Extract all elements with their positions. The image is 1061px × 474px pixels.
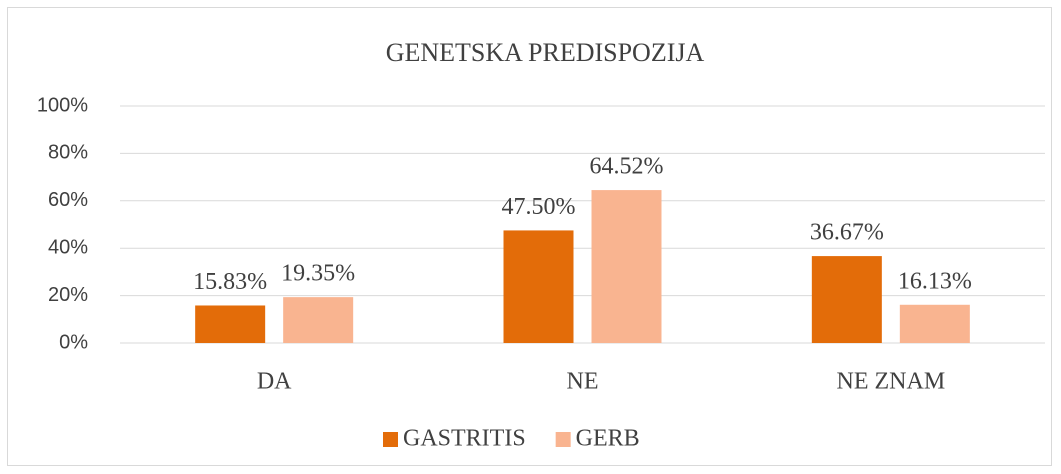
bar bbox=[503, 230, 574, 343]
y-tick-label: 0% bbox=[59, 331, 88, 353]
legend-label: GASTRITIS bbox=[403, 426, 526, 452]
y-tick-label: 20% bbox=[48, 284, 88, 306]
legend-label: GERB bbox=[576, 426, 640, 452]
bar bbox=[899, 304, 970, 343]
bar bbox=[591, 190, 662, 343]
data-label: 15.83% bbox=[193, 269, 267, 295]
y-tick-label: 60% bbox=[48, 189, 88, 211]
x-tick-label: NE bbox=[567, 369, 599, 395]
x-tick-label: DA bbox=[257, 369, 292, 395]
y-tick-label: 40% bbox=[48, 236, 88, 258]
chart-title: GENETSKA PREDISPOZIJA bbox=[386, 38, 705, 67]
legend-swatch bbox=[383, 432, 398, 447]
y-tick-label: 100% bbox=[37, 94, 88, 116]
data-label: 19.35% bbox=[281, 261, 355, 287]
legend-swatch bbox=[555, 432, 571, 447]
bar bbox=[811, 256, 882, 343]
y-tick-label: 80% bbox=[48, 142, 88, 164]
data-label: 36.67% bbox=[810, 220, 884, 246]
data-label: 47.50% bbox=[502, 194, 576, 220]
bar bbox=[283, 297, 354, 343]
bar bbox=[195, 305, 266, 343]
data-label: 16.13% bbox=[898, 268, 972, 294]
data-label: 64.52% bbox=[590, 154, 664, 180]
x-tick-label: NE ZNAM bbox=[837, 369, 946, 395]
